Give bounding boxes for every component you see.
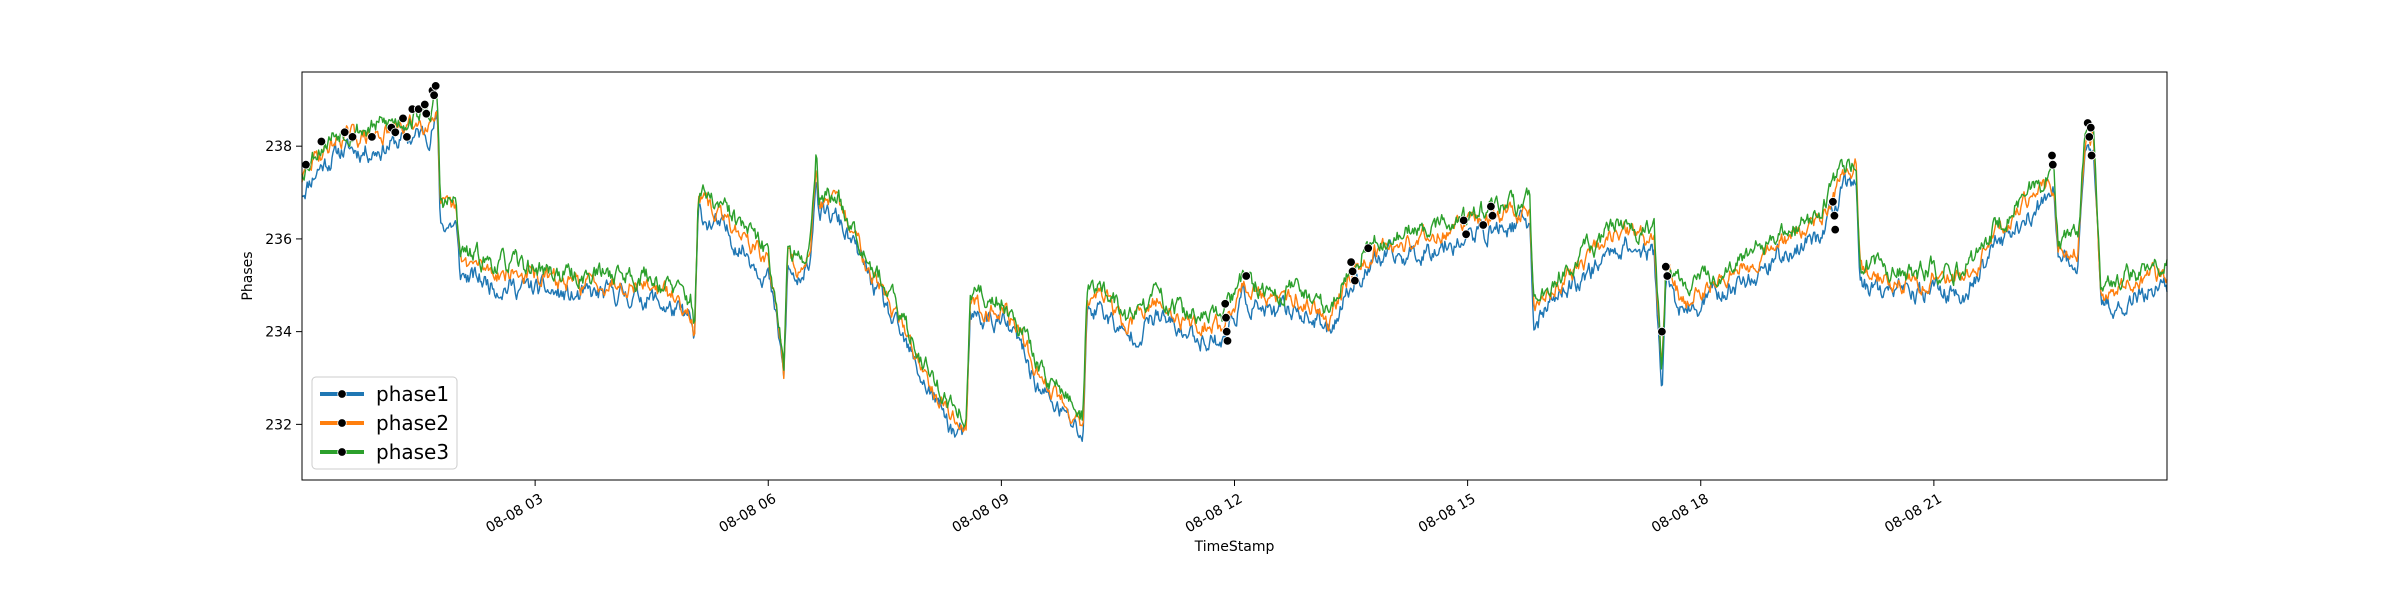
anomaly-marker-23 (1350, 275, 1360, 286)
anomaly-marker-10 (413, 104, 424, 114)
anomaly-marker-20 (1241, 271, 1251, 281)
anomaly-marker-39 (2084, 132, 2095, 142)
legend-marker-phase3 (337, 447, 347, 457)
anomaly-marker-4 (367, 132, 377, 142)
anomaly-marker-12 (421, 108, 432, 119)
anomaly-marker-31 (1661, 262, 1671, 272)
series-line-phase3 (301, 86, 2168, 428)
anomaly-marker-40 (2086, 122, 2096, 133)
legend-marker-phase2 (337, 418, 347, 428)
y-tick-label: 234 (265, 325, 292, 341)
anomaly-marker-36 (2047, 150, 2057, 161)
legend-frame (311, 376, 458, 470)
anomaly-marker-0 (301, 159, 311, 170)
series-line-phase2 (301, 111, 2168, 433)
marker-layer (301, 81, 2097, 346)
anomaly-marker-35 (1830, 224, 1840, 235)
anomaly-marker-25 (1458, 215, 1469, 226)
anomaly-marker-2 (340, 127, 350, 138)
anomaly-marker-3 (347, 132, 358, 142)
y-axis: 232 234 236 238 (265, 139, 302, 433)
anomaly-marker-24 (1363, 243, 1373, 253)
anomaly-marker-17 (1221, 313, 1231, 323)
y-tick-label: 236 (265, 232, 292, 248)
legend: phase1 phase2 phase3 (311, 376, 458, 470)
anomaly-marker-6 (390, 127, 401, 138)
anomaly-marker-19 (1222, 336, 1233, 346)
y-tick-label: 232 (265, 417, 292, 433)
legend-label-phase2: phase2 (376, 411, 449, 435)
series-layer (301, 86, 2168, 442)
anomaly-marker-18 (1221, 326, 1232, 337)
x-axis-label: TimeStamp (1194, 539, 1275, 555)
anomaly-marker-30 (1657, 326, 1667, 337)
anomaly-marker-11 (420, 99, 430, 110)
anomaly-marker-16 (1220, 299, 1230, 309)
anomaly-marker-29 (1487, 210, 1498, 221)
anomaly-marker-15 (431, 81, 441, 91)
anomaly-marker-28 (1486, 201, 1496, 212)
legend-marker-phase1 (337, 389, 347, 399)
y-tick-label: 238 (265, 139, 292, 155)
anomaly-marker-8 (402, 132, 412, 142)
anomaly-marker-41 (2086, 150, 2097, 161)
anomaly-marker-34 (1829, 210, 1840, 221)
anomaly-marker-21 (1346, 257, 1356, 267)
anomaly-marker-27 (1478, 220, 1488, 230)
anomaly-marker-37 (2048, 159, 2058, 170)
anomaly-marker-26 (1461, 229, 1471, 240)
anomaly-marker-22 (1347, 266, 1358, 277)
anomaly-marker-33 (1828, 197, 1838, 207)
anomaly-marker-32 (1662, 271, 1673, 281)
y-axis-label: Phases (240, 251, 256, 300)
legend-label-phase1: phase1 (376, 382, 449, 406)
anomaly-marker-14 (429, 90, 439, 100)
anomaly-marker-7 (398, 113, 408, 124)
anomaly-marker-1 (316, 136, 327, 147)
legend-label-phase3: phase3 (376, 440, 449, 464)
